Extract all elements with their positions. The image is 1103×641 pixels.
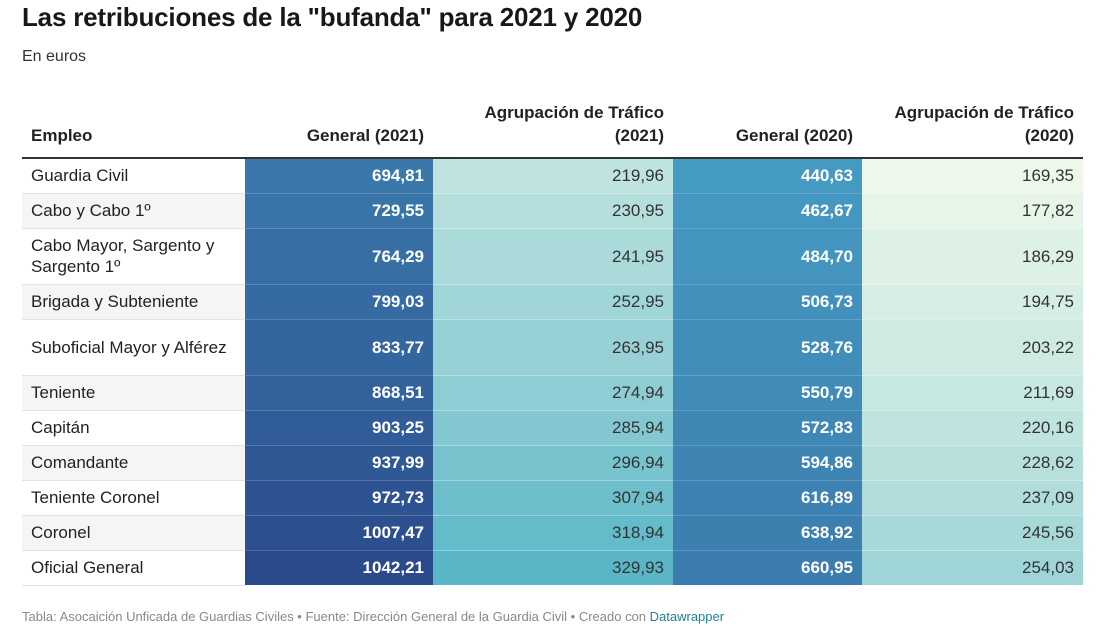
footer: Tabla: Asocaición Unficada de Guardias C…: [22, 609, 724, 624]
cell-general-2020: 528,76: [673, 319, 862, 376]
cell-general-2020: 550,79: [673, 375, 862, 411]
cell-trafico-2021: 252,95: [433, 284, 673, 320]
cell-general-2021: 833,77: [245, 319, 433, 376]
table-row: Brigada y Subteniente 799,03 252,95 506,73 1…: [22, 284, 1083, 320]
cell-trafico-2020: 254,03: [862, 550, 1083, 586]
table-row: Suboficial Mayor y Alférez 833,77 263,95 52…: [22, 319, 1083, 376]
cell-general-2021: 868,51: [245, 375, 433, 411]
cell-general-2020: 594,86: [673, 445, 862, 481]
cell-empleo: Cabo y Cabo 1º: [22, 193, 245, 229]
cell-trafico-2021: 219,96: [433, 158, 673, 194]
cell-empleo: Teniente Coronel: [22, 480, 245, 516]
chart-title: Las retribuciones de la "bufanda" para 2…: [22, 2, 643, 32]
cell-empleo: Teniente: [22, 375, 245, 411]
cell-general-2020: 660,95: [673, 550, 862, 586]
column-header-general-2021[interactable]: General (2021): [245, 100, 433, 159]
column-header-trafico-2020[interactable]: Agrupación de Tráfico (2020): [862, 100, 1083, 159]
cell-trafico-2021: 318,94: [433, 515, 673, 551]
cell-trafico-2021: 274,94: [433, 375, 673, 411]
cell-trafico-2020: 228,62: [862, 445, 1083, 481]
cell-general-2021: 764,29: [245, 228, 433, 285]
cell-trafico-2021: 263,95: [433, 319, 673, 376]
cell-general-2020: 572,83: [673, 410, 862, 446]
cell-general-2020: 440,63: [673, 158, 862, 194]
cell-general-2020: 484,70: [673, 228, 862, 285]
cell-trafico-2020: 237,09: [862, 480, 1083, 516]
column-header-empleo[interactable]: Empleo: [22, 100, 245, 159]
cell-empleo: Guardia Civil: [22, 158, 245, 194]
cell-trafico-2021: 285,94: [433, 410, 673, 446]
cell-empleo: Coronel: [22, 515, 245, 551]
table-row: Teniente Coronel 972,73 307,94 616,89 237,09: [22, 480, 1083, 516]
cell-general-2021: 729,55: [245, 193, 433, 229]
cell-trafico-2021: 230,95: [433, 193, 673, 229]
cell-trafico-2020: 186,29: [862, 228, 1083, 285]
cell-trafico-2020: 211,69: [862, 375, 1083, 411]
cell-general-2021: 903,25: [245, 410, 433, 446]
cell-trafico-2021: 307,94: [433, 480, 673, 516]
cell-general-2021: 694,81: [245, 158, 433, 194]
table-row: Comandante 937,99 296,94 594,86 228,62: [22, 445, 1083, 481]
cell-general-2020: 462,67: [673, 193, 862, 229]
cell-general-2021: 799,03: [245, 284, 433, 320]
cell-empleo: Cabo Mayor, Sargento y Sargento 1º: [22, 228, 245, 285]
table-header-row: Empleo General (2021) Agrupación de Tráf…: [22, 100, 1083, 159]
cell-general-2021: 1042,21: [245, 550, 433, 586]
cell-general-2021: 937,99: [245, 445, 433, 481]
cell-general-2020: 506,73: [673, 284, 862, 320]
cell-trafico-2020: 220,16: [862, 410, 1083, 446]
table-row: Coronel 1007,47 318,94 638,92 245,56: [22, 515, 1083, 551]
cell-empleo: Capitán: [22, 410, 245, 446]
cell-empleo: Comandante: [22, 445, 245, 481]
cell-trafico-2020: 203,22: [862, 319, 1083, 376]
table-row: Cabo y Cabo 1º 729,55 230,95 462,67 177,82: [22, 193, 1083, 229]
table-row: Teniente 868,51 274,94 550,79 211,69: [22, 375, 1083, 411]
cell-empleo: Oficial General: [22, 550, 245, 586]
footer-source: Tabla: Asocaición Unficada de Guardias C…: [22, 609, 650, 624]
data-table: Empleo General (2021) Agrupación de Tráf…: [22, 100, 1083, 586]
table-row: Oficial General 1042,21 329,93 660,95 254,03: [22, 550, 1083, 586]
cell-general-2020: 638,92: [673, 515, 862, 551]
cell-empleo: Suboficial Mayor y Alférez: [22, 319, 245, 376]
cell-trafico-2021: 329,93: [433, 550, 673, 586]
cell-trafico-2021: 241,95: [433, 228, 673, 285]
datawrapper-link[interactable]: Datawrapper: [649, 609, 725, 624]
cell-trafico-2020: 177,82: [862, 193, 1083, 229]
column-header-trafico-2021[interactable]: Agrupación de Tráfico (2021): [433, 100, 673, 159]
table-body: Guardia Civil 694,81 219,96 440,63 169,35 Cab…: [22, 158, 1083, 586]
chart-subtitle: En euros: [22, 48, 87, 65]
cell-empleo: Brigada y Subteniente: [22, 284, 245, 320]
cell-trafico-2021: 296,94: [433, 445, 673, 481]
cell-general-2021: 972,73: [245, 480, 433, 516]
table-row: Cabo Mayor, Sargento y Sargento 1º 764,29…: [22, 228, 1083, 285]
cell-general-2021: 1007,47: [245, 515, 433, 551]
cell-trafico-2020: 245,56: [862, 515, 1083, 551]
table-row: Capitán 903,25 285,94 572,83 220,16: [22, 410, 1083, 446]
cell-general-2020: 616,89: [673, 480, 862, 516]
column-header-general-2020[interactable]: General (2020): [673, 100, 862, 159]
cell-trafico-2020: 169,35: [862, 158, 1083, 194]
table-row: Guardia Civil 694,81 219,96 440,63 169,35: [22, 158, 1083, 194]
cell-trafico-2020: 194,75: [862, 284, 1083, 320]
